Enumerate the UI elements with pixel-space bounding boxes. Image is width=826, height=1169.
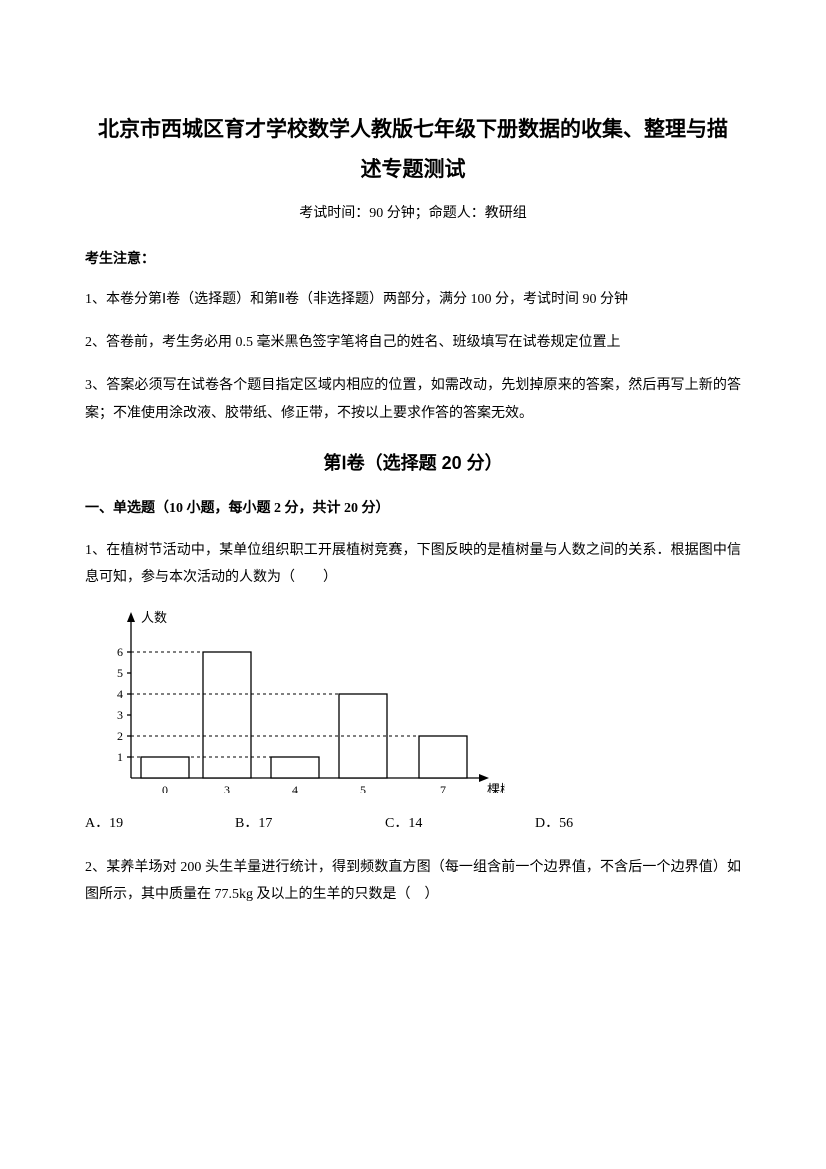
notice-item-3: 3、答案必须写在试卷各个题目指定区域内相应的位置，如需改动，先划掉原来的答案，然… [85,372,741,427]
svg-text:人数: 人数 [141,610,167,625]
bar-chart-svg: 1 2 3 4 5 6 人数棵树 0 3 4 5 7 [85,608,505,793]
question-1-text: 1、在植树节活动中，某单位组织职工开展植树竞赛，下图反映的是植树量与人数之间的关… [85,537,741,592]
notice-item-1: 1、本卷分第Ⅰ卷（选择题）和第Ⅱ卷（非选择题）两部分，满分 100 分，考试时间… [85,286,741,313]
part-1-heading: 一、单选题（10 小题，每小题 2 分，共计 20 分） [85,497,741,517]
svg-text:0: 0 [162,783,168,793]
option-c: C．14 [385,812,535,832]
option-d: D．56 [535,812,685,832]
exam-page: 北京市西城区育才学校数学人教版七年级下册数据的收集、整理与描 述专题测试 考试时… [0,0,826,1169]
notice-item-2: 2、答卷前，考生务必用 0.5 毫米黑色签字笔将自己的姓名、班级填写在试卷规定位… [85,329,741,356]
question-1-options: A．19 B．17 C．14 D．56 [85,812,741,832]
option-a: A．19 [85,812,235,832]
svg-text:7: 7 [440,783,446,793]
question-2-text: 2、某养羊场对 200 头生羊量进行统计，得到频数直方图（每一组含前一个边界值，… [85,854,741,909]
notice-heading: 考生注意： [85,248,741,268]
doc-title-line1: 北京市西城区育才学校数学人教版七年级下册数据的收集、整理与描 [85,110,741,150]
svg-text:6: 6 [117,645,123,659]
question-1-chart: 1 2 3 4 5 6 人数棵树 0 3 4 5 7 [85,608,741,798]
doc-subtitle: 考试时间：90 分钟；命题人：教研组 [85,202,741,222]
svg-text:4: 4 [292,783,298,793]
svg-text:2: 2 [117,729,123,743]
section-1-heading: 第Ⅰ卷（选择题 20 分） [85,449,741,475]
svg-text:5: 5 [360,783,366,793]
svg-text:4: 4 [117,687,123,701]
option-b: B．17 [235,812,385,832]
svg-text:3: 3 [117,708,123,722]
svg-text:3: 3 [224,783,230,793]
doc-title-line2: 述专题测试 [85,150,741,190]
svg-text:棵树: 棵树 [487,782,505,793]
svg-text:1: 1 [117,750,123,764]
svg-text:5: 5 [117,666,123,680]
